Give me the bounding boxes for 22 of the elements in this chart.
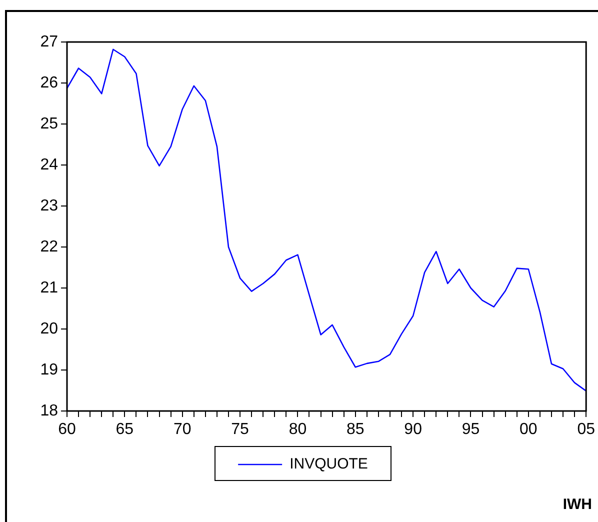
x-tick-label: 60 (58, 421, 76, 438)
y-tick-label: 18 (40, 402, 58, 420)
x-tick-label: 05 (577, 421, 596, 438)
y-tick-label: 27 (40, 33, 58, 50)
x-tick-label: 80 (288, 421, 307, 438)
y-tick-label: 23 (40, 197, 58, 214)
y-tick-label: 22 (40, 238, 58, 256)
y-tick-label: 19 (40, 361, 58, 378)
y-tick-label: 26 (40, 74, 58, 92)
y-tick-label: 25 (40, 115, 58, 132)
x-tick-label: 65 (116, 421, 134, 438)
y-tick-label: 21 (40, 279, 58, 296)
y-tick-label: 24 (40, 156, 58, 174)
x-tick-label: 75 (231, 421, 250, 438)
y-tick-label: 20 (40, 320, 58, 338)
x-tick-label: 70 (173, 421, 192, 438)
x-tick-label: 00 (520, 421, 538, 438)
text: IWH (562, 496, 592, 513)
x-tick-label: 90 (404, 421, 422, 438)
legend-label: INVQUOTE (290, 456, 368, 473)
x-tick-label: 85 (346, 421, 364, 438)
x-tick-label: 95 (462, 421, 480, 438)
